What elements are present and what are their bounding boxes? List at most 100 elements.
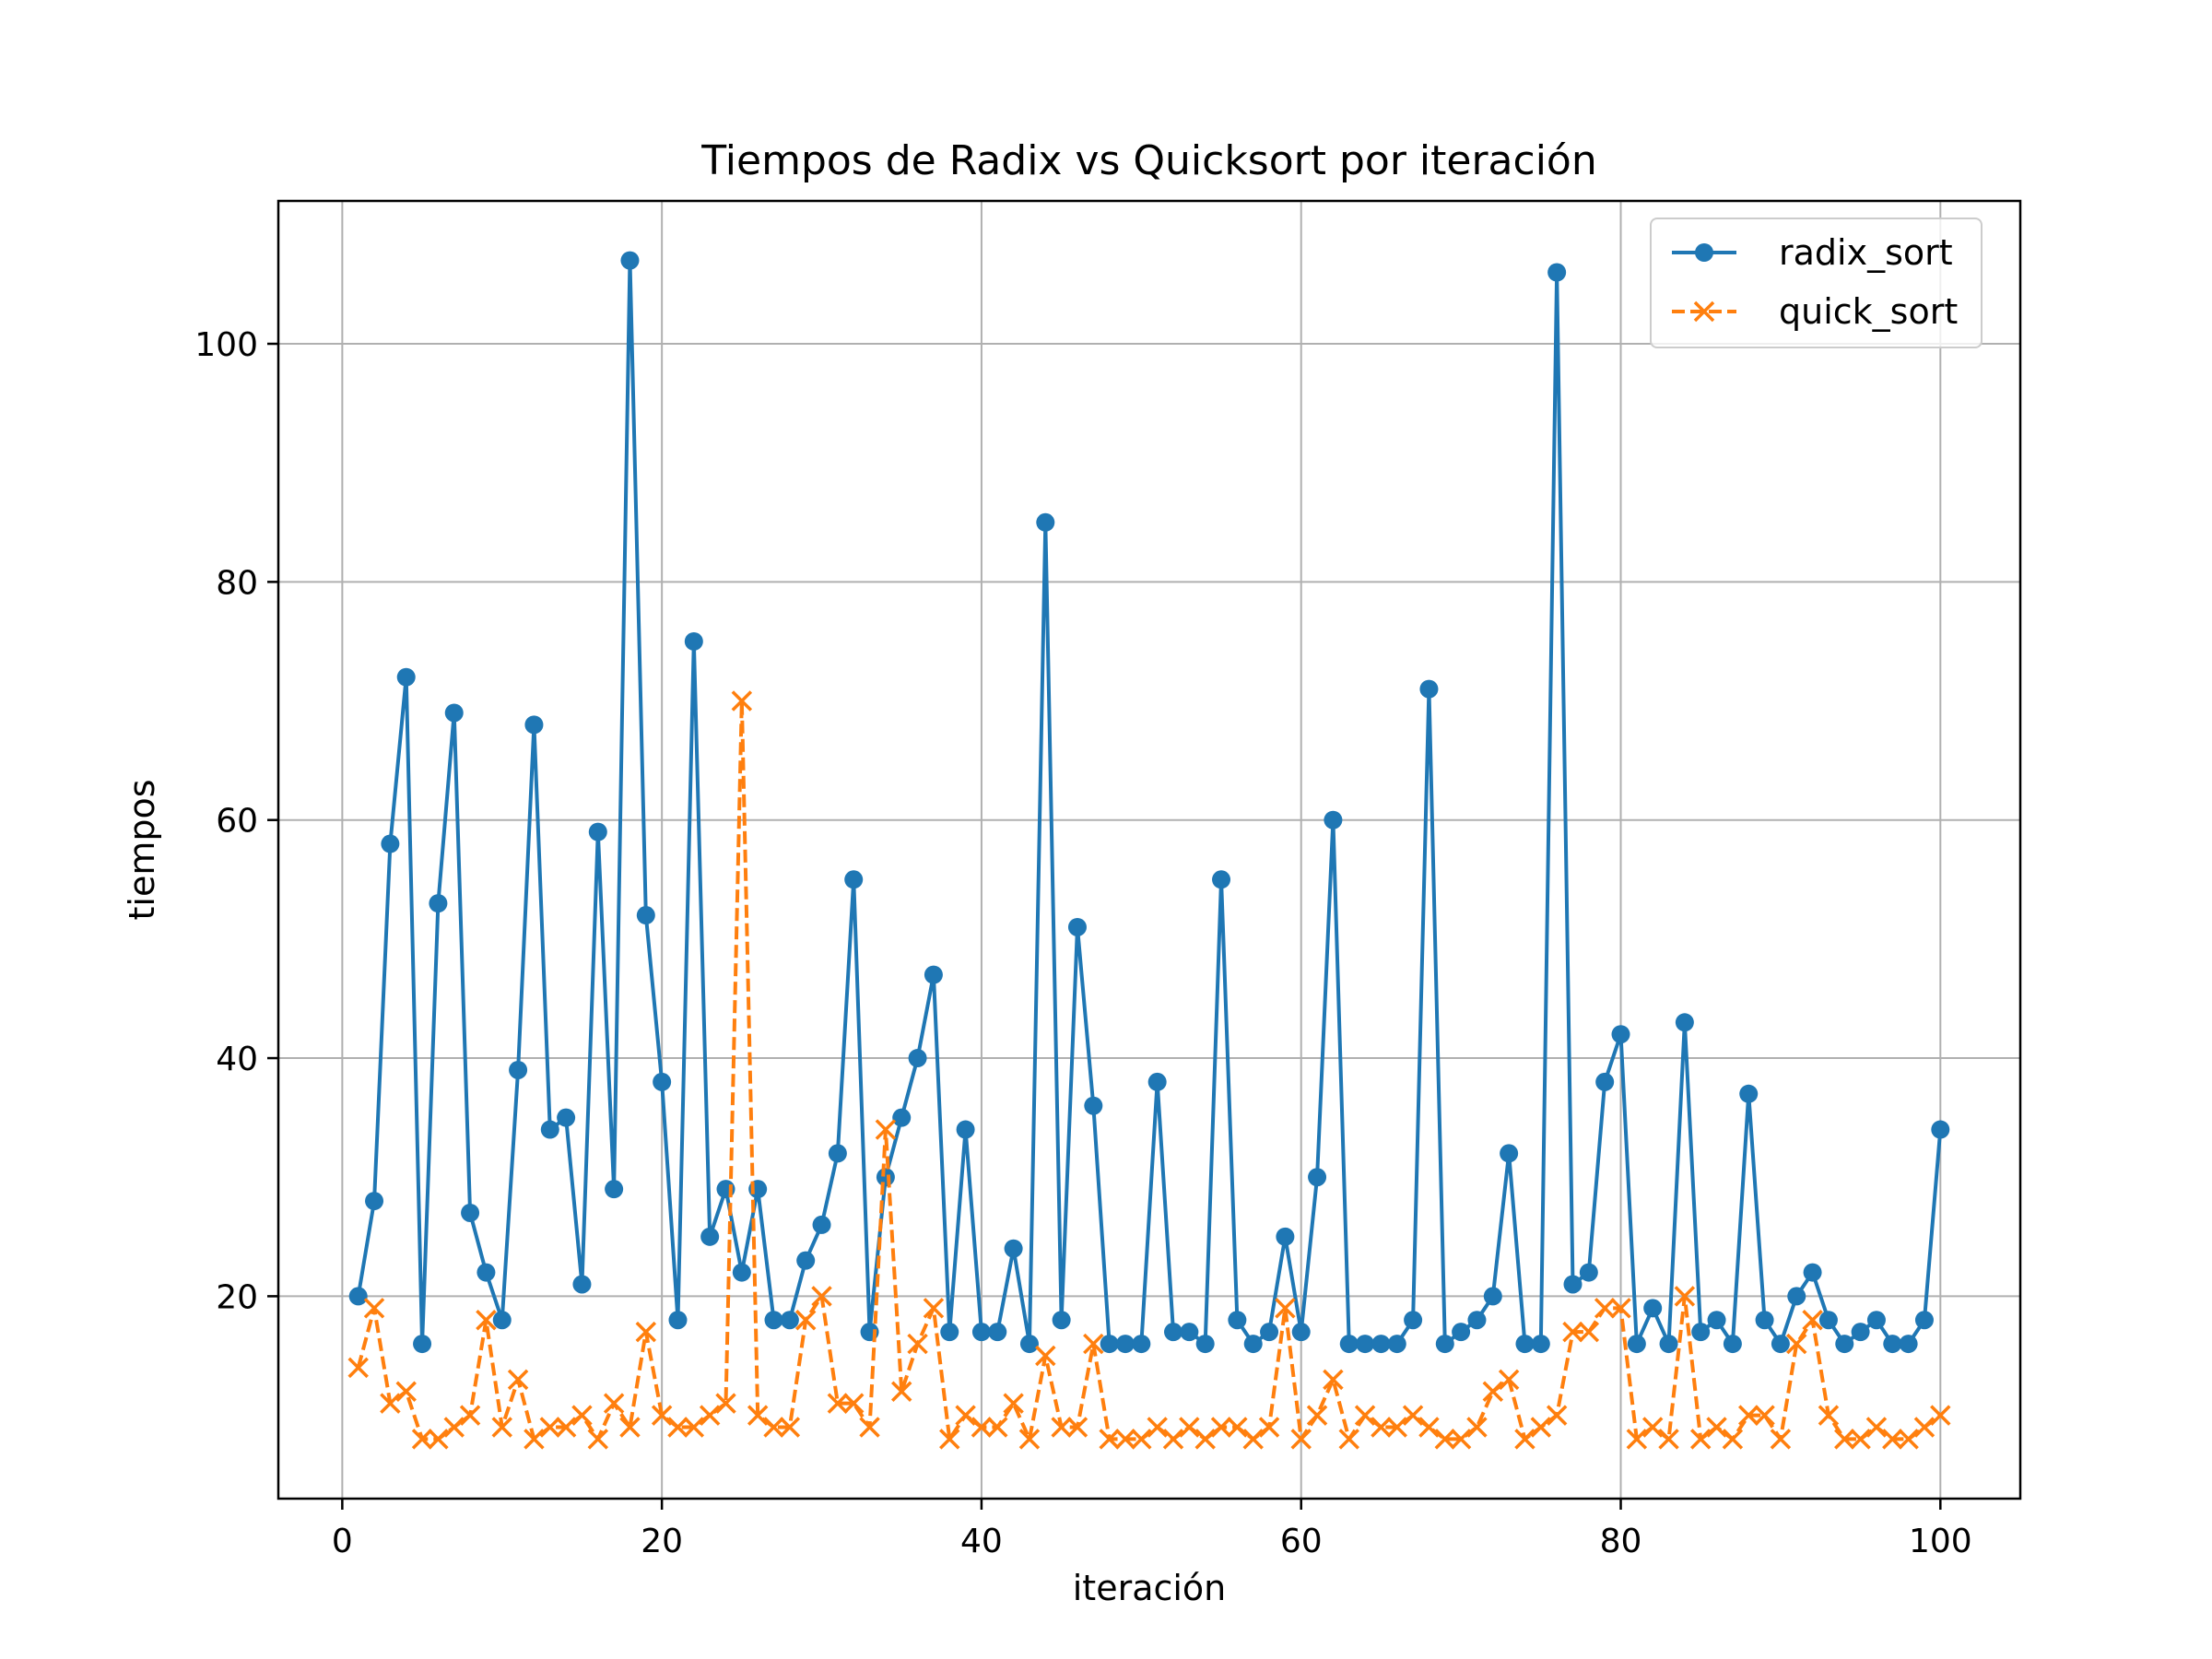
data-point-radix-sort xyxy=(1515,1335,1535,1354)
data-point-quick-sort xyxy=(1147,1417,1168,1438)
data-point-radix-sort xyxy=(1739,1084,1759,1103)
data-point-quick-sort xyxy=(1194,1429,1216,1450)
data-point-quick-sort xyxy=(1083,1333,1104,1355)
data-point-radix-sort xyxy=(1371,1335,1391,1354)
data-point-quick-sort xyxy=(667,1417,688,1438)
data-point-quick-sort xyxy=(587,1429,609,1450)
data-point-quick-sort xyxy=(715,1393,736,1414)
data-point-quick-sort xyxy=(1594,1298,1616,1319)
data-point-quick-sort xyxy=(1498,1369,1520,1391)
data-point-radix-sort xyxy=(812,1215,831,1234)
data-point-radix-sort xyxy=(636,906,655,925)
data-point-quick-sort xyxy=(1865,1417,1888,1438)
data-point-radix-sort xyxy=(1276,1227,1295,1246)
data-point-quick-sort xyxy=(1786,1333,1807,1355)
data-point-radix-sort xyxy=(1435,1335,1454,1354)
legend: radix_sort quick_sort xyxy=(1650,218,1983,348)
data-point-quick-sort xyxy=(1323,1369,1344,1391)
y-tick-label: 20 xyxy=(216,1278,258,1316)
data-point-quick-sort xyxy=(1913,1417,1936,1438)
data-point-radix-sort xyxy=(1531,1335,1550,1354)
data-point-quick-sort xyxy=(1290,1429,1312,1450)
data-point-quick-sort xyxy=(747,1405,769,1426)
data-point-radix-sort xyxy=(1883,1335,1902,1354)
data-point-quick-sort xyxy=(1546,1405,1568,1426)
data-point-radix-sort xyxy=(892,1108,912,1127)
data-point-quick-sort xyxy=(1626,1429,1648,1450)
data-point-radix-sort xyxy=(1052,1311,1071,1330)
data-point-radix-sort xyxy=(348,1287,368,1306)
data-point-radix-sort xyxy=(509,1060,528,1079)
data-point-quick-sort xyxy=(1018,1429,1041,1450)
legend-marker-radix-sort xyxy=(1695,243,1713,262)
data-point-quick-sort xyxy=(1035,1345,1056,1367)
data-point-radix-sort xyxy=(1356,1335,1375,1354)
data-point-quick-sort xyxy=(635,1321,657,1343)
data-point-quick-sort xyxy=(1466,1417,1488,1438)
axis-ticks: 0 20 40 60 80 100 20 40 60 80 100 xyxy=(194,326,1971,1560)
data-point-quick-sort xyxy=(1066,1417,1088,1438)
data-point-quick-sort xyxy=(891,1381,912,1402)
data-point-quick-sort xyxy=(524,1429,545,1450)
data-point-quick-sort xyxy=(1275,1298,1296,1319)
data-point-radix-sort xyxy=(653,1072,672,1091)
data-point-quick-sort xyxy=(1850,1429,1871,1450)
data-point-radix-sort xyxy=(1291,1323,1311,1342)
data-point-radix-sort xyxy=(1084,1096,1103,1115)
data-point-radix-sort xyxy=(1787,1287,1806,1306)
data-point-quick-sort xyxy=(363,1298,385,1319)
data-point-radix-sort xyxy=(1899,1335,1918,1354)
data-point-radix-sort xyxy=(1243,1335,1263,1354)
data-point-quick-sort xyxy=(539,1417,561,1438)
data-point-radix-sort xyxy=(908,1049,927,1068)
data-point-quick-sort xyxy=(779,1417,801,1438)
data-point-radix-sort xyxy=(1866,1311,1886,1330)
data-point-quick-sort xyxy=(411,1429,433,1450)
data-point-quick-sort xyxy=(1754,1405,1775,1426)
series-quick-sort xyxy=(347,690,1951,1450)
data-point-quick-sort xyxy=(827,1393,849,1414)
data-point-quick-sort xyxy=(1482,1381,1504,1402)
data-point-quick-sort xyxy=(1882,1429,1903,1450)
y-tick-label: 80 xyxy=(216,564,258,602)
data-point-quick-sort xyxy=(651,1405,673,1426)
data-point-radix-sort xyxy=(1771,1335,1790,1354)
data-point-radix-sort xyxy=(1228,1311,1247,1330)
data-point-radix-sort xyxy=(1851,1323,1870,1342)
data-point-quick-sort xyxy=(1770,1429,1792,1450)
data-point-radix-sort xyxy=(1115,1335,1135,1354)
data-point-radix-sort xyxy=(1723,1335,1742,1354)
data-point-quick-sort xyxy=(1737,1405,1759,1426)
legend-label-quick-sort: quick_sort xyxy=(1779,291,1958,332)
data-point-radix-sort xyxy=(1707,1311,1726,1330)
series-radix-sort xyxy=(348,251,1950,1354)
data-point-quick-sort xyxy=(1578,1321,1600,1343)
data-point-quick-sort xyxy=(1658,1429,1679,1450)
data-point-quick-sort xyxy=(875,1119,897,1140)
data-point-quick-sort xyxy=(1371,1417,1392,1438)
data-point-radix-sort xyxy=(413,1335,432,1354)
data-point-radix-sort xyxy=(492,1311,512,1330)
data-point-radix-sort xyxy=(1132,1335,1151,1354)
data-point-quick-sort xyxy=(1210,1417,1232,1438)
data-point-radix-sort xyxy=(1100,1335,1119,1354)
data-point-quick-sort xyxy=(1162,1429,1184,1450)
data-point-quick-sort xyxy=(1306,1405,1328,1426)
data-point-quick-sort xyxy=(1386,1417,1407,1438)
data-point-quick-sort xyxy=(1114,1429,1136,1450)
data-point-radix-sort xyxy=(700,1227,720,1246)
data-point-radix-sort xyxy=(1404,1311,1423,1330)
data-point-radix-sort xyxy=(876,1168,895,1187)
x-tick-label: 0 xyxy=(332,1523,353,1560)
data-point-quick-sort xyxy=(1610,1298,1631,1319)
data-point-radix-sort xyxy=(524,715,544,735)
data-point-quick-sort xyxy=(939,1429,960,1450)
data-point-radix-sort xyxy=(1563,1275,1583,1294)
y-tick-label: 40 xyxy=(216,1041,258,1078)
data-point-radix-sort xyxy=(1212,870,1231,889)
data-point-radix-sort xyxy=(1931,1120,1950,1139)
series-layer xyxy=(347,251,1951,1450)
data-point-quick-sort xyxy=(1227,1417,1248,1438)
data-point-radix-sort xyxy=(1818,1311,1838,1330)
data-point-radix-sort xyxy=(1835,1335,1854,1354)
